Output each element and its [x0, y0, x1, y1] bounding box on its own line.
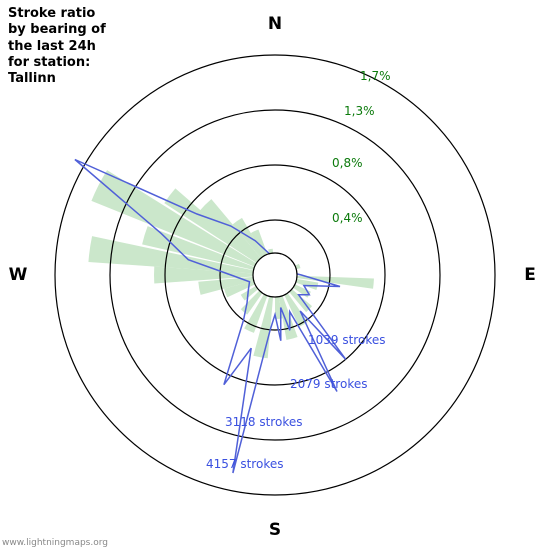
axis-label-S: S	[269, 520, 281, 540]
green-bars-layer	[88, 170, 373, 358]
ring-percent-label: 0,4%	[332, 211, 363, 225]
ring-strokes-label: 2079 strokes	[290, 377, 367, 391]
ring-percent-label: 1,7%	[360, 69, 391, 83]
axis-label-E: E	[524, 265, 536, 285]
axis-label-W: W	[9, 265, 28, 285]
ring-strokes-label: 3118 strokes	[225, 415, 302, 429]
ring-strokes-label: 1039 strokes	[308, 333, 385, 347]
chart-title: Stroke ratio by bearing of the last 24h …	[8, 6, 106, 87]
hole-layer	[253, 253, 297, 297]
ring-percent-label: 1,3%	[344, 104, 375, 118]
polar-chart: N E S W 0,4% 0,8% 1,3% 1,7% 1039 strokes 2079 str…	[0, 0, 550, 550]
ring-percent-label: 0,8%	[332, 156, 363, 170]
axis-label-N: N	[268, 14, 282, 34]
ring-strokes-label: 4157 strokes	[206, 457, 283, 471]
center-hole	[253, 253, 297, 297]
footer-attribution: www.lightningmaps.org	[2, 538, 108, 548]
